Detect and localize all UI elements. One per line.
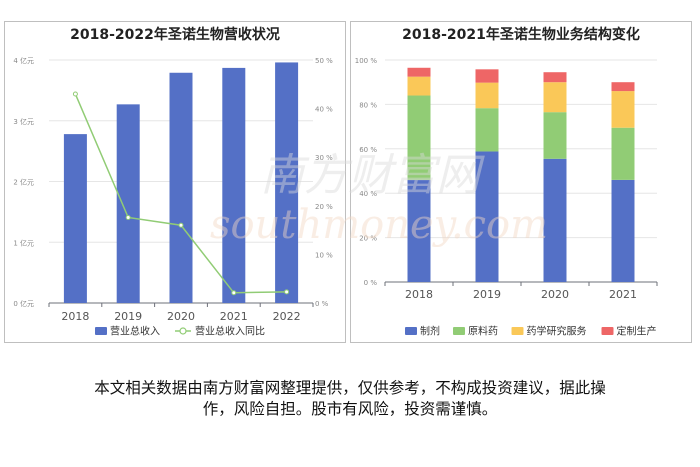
y-left-tick-label: 4 亿元 (13, 56, 34, 65)
y-right-tick-label: 50 % (315, 57, 333, 65)
stacked-bar-segment (475, 151, 499, 282)
bar-revenue (63, 134, 87, 303)
y-left-tick-label: 2 亿元 (13, 178, 34, 187)
legend-swatch (453, 327, 465, 335)
stacked-bar-segment (543, 158, 567, 282)
legend-swatch-revenue (95, 327, 107, 335)
disclaimer-line-2: 作，风险自担。股市有风险，投资需谨慎。 (202, 400, 498, 418)
y-tick-label: 60 % (359, 146, 377, 154)
business-structure-chart-panel: 2018-2021年圣诺生物业务结构变化 0 % 20 % 40 % 60 % 80 % 1… (350, 21, 692, 343)
legend-swatch (601, 327, 614, 335)
y-tick-label: 0 % (364, 279, 378, 287)
stacked-bar-segment (611, 82, 635, 92)
x-tick-label: 2019 (473, 288, 501, 301)
stacked-bar-segment (407, 76, 431, 96)
chart-title: 2018-2022年圣诺生物营收状况 (70, 26, 280, 43)
y-left-tick-label: 0 亿元 (13, 299, 34, 308)
bar-revenue (116, 104, 140, 303)
bar-revenue (222, 67, 246, 304)
y-right-tick-label: 10 % (315, 251, 333, 259)
x-tick-label: 2020 (167, 310, 195, 323)
legend-label: 药学研究服务 (527, 325, 587, 338)
legend-swatch-yoy-point (179, 327, 187, 335)
stacked-bar-segment (407, 95, 431, 180)
y-right-tick-label: 20 % (315, 203, 333, 211)
x-tick-label: 2022 (273, 310, 301, 323)
x-tick-label: 2020 (541, 288, 569, 301)
y-right-tick-label: 30 % (315, 154, 333, 162)
y-right-tick-label: 40 % (315, 106, 333, 114)
y-tick-label: 100 % (355, 57, 378, 65)
stacked-bar-segment (475, 82, 499, 109)
stacked-bar-segment (611, 91, 635, 128)
y-left-tick-label: 1 亿元 (13, 238, 34, 247)
legend-swatch (511, 327, 524, 335)
revenue-chart: 2018-2022年圣诺生物营收状况 0 亿元 1 亿元 2 亿元 3 亿元 4 亿元 0 … (13, 26, 333, 338)
legend-swatch (405, 327, 417, 335)
stacked-bar-segment (611, 179, 635, 282)
business-structure-chart: 2018-2021年圣诺生物业务结构变化 0 % 20 % 40 % 60 % 80 % 1… (355, 26, 658, 338)
bar-revenue (275, 62, 299, 304)
stacked-bar-segment (407, 67, 431, 77)
line-point (284, 289, 290, 295)
x-tick-label: 2021 (609, 288, 637, 301)
disclaimer-line-1: 本文相关数据由南方财富网整理提供，仅供参考，不构成投资建议，据此操 (94, 379, 606, 397)
stacked-bar-segment (543, 72, 567, 83)
x-tick-label: 2018 (61, 310, 89, 323)
bar-revenue (169, 72, 193, 303)
legend-label-revenue: 营业总收入 (110, 325, 160, 338)
stacked-bar-segment (543, 82, 567, 113)
line-point (72, 91, 78, 97)
y-left-tick-label: 3 亿元 (13, 117, 34, 126)
y-tick-label: 80 % (359, 101, 377, 109)
line-point (231, 290, 237, 296)
y-right-tick-label: 0 % (315, 300, 329, 308)
chart-title: 2018-2021年圣诺生物业务结构变化 (402, 26, 640, 43)
y-tick-label: 40 % (359, 190, 377, 198)
x-tick-label: 2019 (114, 310, 142, 323)
revenue-chart-panel: 2018-2022年圣诺生物营收状况 0 亿元 1 亿元 2 亿元 3 亿元 4 亿元 0 … (4, 21, 346, 343)
x-tick-label: 2018 (405, 288, 433, 301)
x-tick-label: 2021 (220, 310, 248, 323)
disclaimer: 本文相关数据由南方财富网整理提供，仅供参考，不构成投资建议，据此操 作，风险自担… (40, 378, 660, 420)
line-point (178, 222, 184, 228)
y-tick-label: 20 % (359, 235, 377, 243)
legend-label-yoy: 营业总收入同比 (195, 325, 265, 338)
legend-label: 制剂 (420, 325, 440, 338)
line-point (125, 214, 131, 220)
stacked-bar-segment (475, 108, 499, 152)
legend-label: 定制生产 (617, 325, 657, 338)
stacked-bar-segment (407, 179, 431, 282)
legend-label: 原料药 (468, 325, 498, 338)
stacked-bar-segment (475, 69, 499, 83)
stacked-bar-segment (611, 127, 635, 180)
stacked-bar-segment (543, 112, 567, 159)
